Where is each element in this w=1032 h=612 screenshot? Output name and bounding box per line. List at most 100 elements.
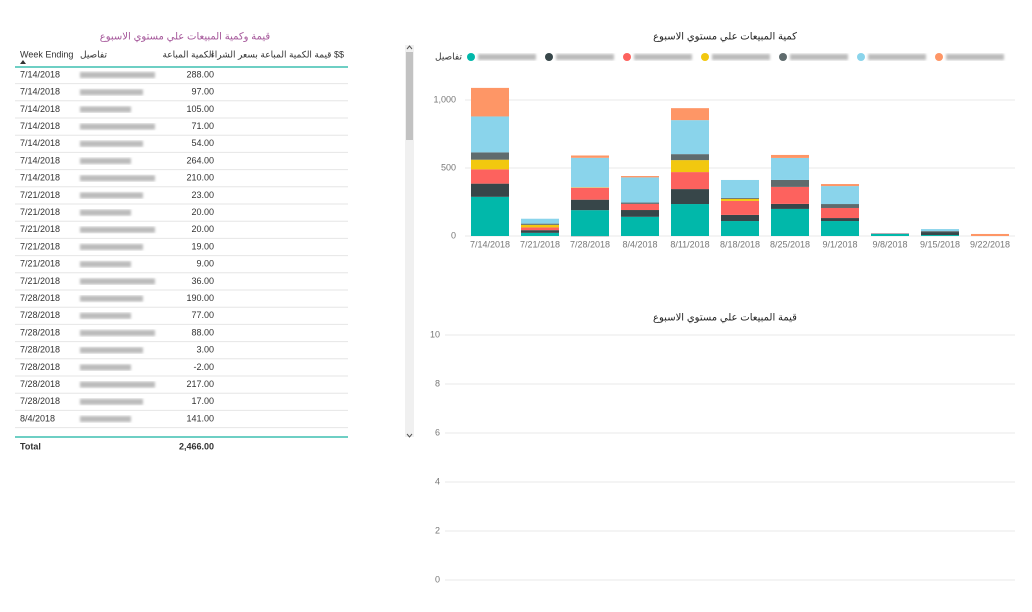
bar-segment — [621, 203, 659, 211]
bar-segment — [471, 116, 509, 153]
cell-week: 7/28/2018 — [20, 293, 60, 303]
y-tick-label: 6 — [435, 427, 440, 437]
scrollbar[interactable] — [405, 45, 414, 437]
scroll-thumb[interactable] — [406, 52, 413, 140]
bar-segment — [821, 186, 859, 205]
blurred-text — [80, 261, 131, 268]
blurred-text — [80, 209, 131, 216]
legend-marker — [701, 53, 709, 61]
bar-segment — [471, 159, 509, 170]
blurred-text — [80, 72, 155, 78]
x-tick-label: 9/15/2018 — [920, 239, 960, 249]
y-tick-label: 0 — [451, 230, 456, 240]
bar-segment — [521, 232, 559, 236]
bar-segment — [471, 196, 509, 236]
scroll-down[interactable] — [406, 433, 413, 438]
column-header[interactable]: Week Ending — [20, 49, 73, 59]
bar-segment — [571, 155, 609, 158]
cell-week: 7/14/2018 — [20, 87, 60, 97]
cell-quantity: 97.00 — [191, 87, 214, 97]
chart-title: كمية المبيعات علي مستوي الاسبوع — [653, 32, 797, 43]
bar-segment — [721, 200, 759, 215]
bar-segment — [871, 233, 909, 236]
blurred-text — [80, 347, 143, 354]
legend-marker — [779, 53, 787, 61]
bar-segment — [671, 204, 709, 236]
bar-segment — [821, 218, 859, 222]
x-tick-label: 8/25/2018 — [770, 239, 810, 249]
bar-segment — [671, 120, 709, 155]
cell-week: 7/28/2018 — [20, 345, 60, 355]
total-value: 2,466.00 — [179, 441, 214, 451]
cell-quantity: 105.00 — [186, 104, 214, 114]
cell-quantity: 141.00 — [186, 413, 214, 423]
y-tick-label: 2 — [435, 525, 440, 535]
bar-segment — [571, 187, 609, 200]
bar-segment — [621, 216, 659, 236]
bar-segment — [621, 202, 659, 204]
cell-quantity: 264.00 — [186, 155, 214, 165]
cell-quantity: 210.00 — [186, 173, 214, 183]
cell-quantity: 36.00 — [191, 276, 214, 286]
blurred-text — [712, 54, 770, 60]
column-header[interactable]: الكمية المباعة — [162, 49, 214, 59]
bar-segment — [671, 154, 709, 161]
y-tick-label: 10 — [430, 329, 440, 339]
cell-week: 7/21/2018 — [20, 241, 60, 251]
cell-quantity: 9.00 — [196, 259, 214, 269]
legend-marker — [623, 53, 631, 61]
x-tick-label: 7/14/2018 — [470, 239, 510, 249]
cell-week: 7/21/2018 — [20, 276, 60, 286]
column-header[interactable]: قيمة الكمية المباعة بسعر الشراء $$ — [211, 49, 344, 59]
bar-segment — [771, 203, 809, 209]
bar-segment — [921, 232, 959, 236]
bar-segment — [771, 179, 809, 187]
bar-segment — [671, 108, 709, 121]
cell-week: 7/14/2018 — [20, 155, 60, 165]
x-tick-label: 7/28/2018 — [570, 239, 610, 249]
bar-segment — [721, 221, 759, 236]
bar-segment — [921, 229, 959, 232]
legend-marker — [935, 53, 943, 61]
bar-segment — [721, 214, 759, 222]
cell-quantity: 54.00 — [191, 138, 214, 148]
cell-quantity: 88.00 — [191, 327, 214, 337]
x-tick-label: 8/18/2018 — [720, 239, 760, 249]
legend-title: تفاصيل — [435, 51, 462, 61]
blurred-text — [80, 192, 143, 199]
bar-segment — [671, 172, 709, 190]
blurred-text — [80, 381, 155, 388]
sort-arrow[interactable] — [20, 60, 26, 64]
cell-quantity: 190.00 — [186, 293, 214, 303]
scroll-up[interactable] — [406, 45, 413, 50]
x-tick-label: 8/11/2018 — [670, 239, 709, 249]
cell-quantity: 23.00 — [191, 190, 214, 200]
blurred-text — [80, 416, 131, 422]
cell-quantity: 288.00 — [186, 69, 214, 79]
blurred-text — [80, 158, 131, 164]
column-header[interactable]: تفاصيل — [80, 49, 107, 59]
y-tick-label: 0 — [435, 574, 440, 584]
bar-segment — [521, 227, 559, 231]
bar-segment — [621, 176, 659, 178]
bar-segment — [671, 189, 709, 205]
cell-week: 7/21/2018 — [20, 207, 60, 217]
cell-week: 7/21/2018 — [20, 224, 60, 234]
bar-segment — [771, 154, 809, 158]
cell-week: 7/14/2018 — [20, 138, 60, 148]
cell-week: 7/14/2018 — [20, 104, 60, 114]
y-tick-label: 1,000 — [433, 94, 456, 104]
y-tick-label: 8 — [435, 378, 440, 388]
bar-segment — [921, 235, 959, 236]
cell-quantity: 77.00 — [191, 310, 214, 320]
chart-title: قيمة المبيعات علي مستوي الاسبوع — [653, 313, 797, 324]
bar-segment — [821, 204, 859, 208]
blurred-text — [80, 123, 155, 130]
blurred-text — [478, 54, 536, 60]
cell-week: 7/14/2018 — [20, 69, 60, 79]
blurred-text — [80, 295, 143, 302]
bar-segment — [471, 183, 509, 197]
bar-segment — [521, 230, 559, 233]
bar-segment — [571, 157, 609, 188]
cell-week: 7/14/2018 — [20, 121, 60, 131]
